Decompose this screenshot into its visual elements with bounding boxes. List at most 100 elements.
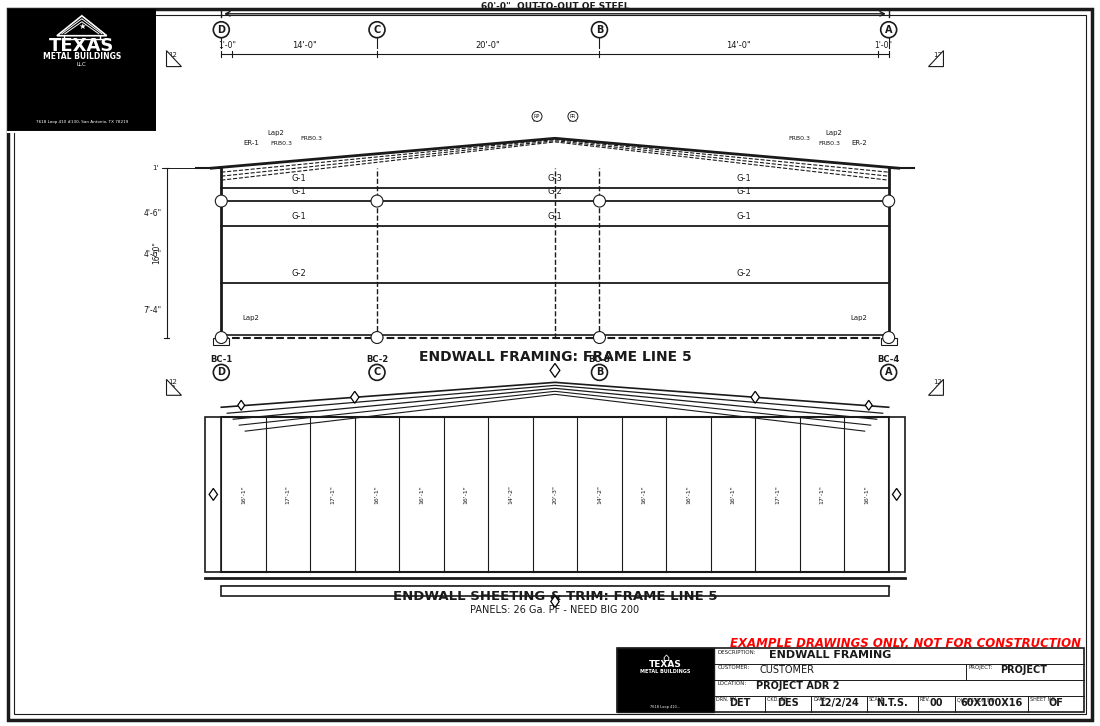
Text: PROJECT: PROJECT (1001, 665, 1047, 675)
Bar (221, 586, 889, 595)
Text: G-1: G-1 (292, 212, 307, 221)
Circle shape (592, 22, 607, 38)
Text: CUSTOMER:: CUSTOMER: (717, 665, 749, 670)
Text: METAL BUILDINGS: METAL BUILDINGS (640, 669, 691, 674)
Text: 16'-1": 16'-1" (463, 485, 469, 504)
Circle shape (213, 22, 229, 38)
Text: PROJECT ADR 2: PROJECT ADR 2 (756, 681, 839, 691)
Text: B: B (596, 25, 603, 35)
Polygon shape (550, 364, 560, 378)
Text: A: A (884, 25, 892, 35)
Text: 12: 12 (168, 380, 177, 386)
Text: 17'-1": 17'-1" (330, 485, 336, 504)
Text: METAL BUILDINGS: METAL BUILDINGS (43, 52, 121, 61)
Text: 16'-1": 16'-1" (686, 485, 691, 504)
Circle shape (882, 332, 894, 343)
Text: FRB0.3: FRB0.3 (271, 141, 293, 146)
Circle shape (882, 195, 894, 207)
Circle shape (216, 332, 228, 343)
Text: D: D (218, 25, 226, 35)
Text: G-2: G-2 (292, 269, 307, 278)
Text: 00: 00 (930, 698, 943, 708)
Text: BC-2: BC-2 (366, 356, 388, 364)
Text: PROJECT:: PROJECT: (969, 665, 993, 670)
Text: ENDWALL FRAMING: ENDWALL FRAMING (769, 650, 891, 661)
Text: ⌂: ⌂ (662, 653, 669, 664)
Text: 7618 Loop 410...: 7618 Loop 410... (650, 705, 681, 709)
Text: PR: PR (569, 118, 578, 123)
Polygon shape (166, 51, 182, 67)
Text: G-1: G-1 (292, 174, 307, 183)
Text: PANELS: 26 Ga. PF - NEED BIG 200: PANELS: 26 Ga. PF - NEED BIG 200 (471, 605, 639, 616)
Text: TEXAS: TEXAS (649, 660, 682, 669)
Text: 16'-1": 16'-1" (241, 485, 246, 504)
Text: 1'-0": 1'-0" (874, 41, 892, 49)
Text: 7618 Loop 410 #130, San Antonio, TX 78219: 7618 Loop 410 #130, San Antonio, TX 7821… (35, 121, 128, 124)
Text: FRB0.3: FRB0.3 (788, 136, 810, 141)
Text: D: D (218, 367, 226, 378)
Bar (617, 648, 714, 712)
Text: 60X100X16: 60X100X16 (960, 698, 1023, 708)
Text: 16'-1": 16'-1" (641, 485, 647, 504)
Polygon shape (238, 400, 244, 410)
Text: 60'-0"  OUT-TO-OUT OF STEEL: 60'-0" OUT-TO-OUT OF STEEL (481, 1, 629, 11)
Text: TEXAS: TEXAS (50, 37, 114, 54)
Circle shape (594, 195, 605, 207)
Text: LLC: LLC (77, 62, 87, 67)
Text: ENDWALL FRAMING: FRAME LINE 5: ENDWALL FRAMING: FRAME LINE 5 (419, 351, 692, 364)
Text: 20'-0": 20'-0" (476, 41, 501, 49)
Text: 2: 2 (170, 386, 175, 391)
Text: 16'-1": 16'-1" (374, 485, 379, 504)
Text: 2: 2 (935, 57, 939, 64)
Text: 17'-1": 17'-1" (286, 485, 290, 504)
Text: BC-4: BC-4 (878, 356, 900, 364)
Text: A: A (884, 367, 892, 378)
Text: G-1: G-1 (737, 212, 751, 221)
Text: 20'-3": 20'-3" (552, 485, 558, 504)
Text: B: B (596, 367, 603, 378)
Text: G-2: G-2 (737, 269, 751, 278)
Circle shape (368, 364, 385, 380)
Bar (206, 417, 221, 571)
Text: SCALE: SCALE (869, 697, 884, 702)
Polygon shape (866, 400, 872, 410)
Text: RP: RP (532, 118, 541, 123)
Text: 12: 12 (933, 380, 942, 386)
Text: 14'-0": 14'-0" (726, 41, 751, 49)
Text: 14'-0": 14'-0" (293, 41, 317, 49)
Text: DRN. BY: DRN. BY (716, 697, 736, 702)
Text: DES: DES (778, 698, 799, 708)
Text: CUSTOMER: CUSTOMER (759, 665, 814, 675)
Text: REV.: REV. (920, 697, 931, 702)
Circle shape (213, 364, 229, 380)
Polygon shape (928, 51, 944, 67)
Polygon shape (551, 595, 559, 608)
Text: G-1: G-1 (292, 187, 307, 196)
Text: ENDWALL SHEETING & TRIM: FRAME LINE 5: ENDWALL SHEETING & TRIM: FRAME LINE 5 (393, 590, 717, 603)
Text: 1': 1' (152, 166, 158, 171)
Text: EXAMPLE DRAWINGS ONLY, NOT FOR CONSTRUCTION: EXAMPLE DRAWINGS ONLY, NOT FOR CONSTRUCT… (730, 637, 1081, 650)
Text: OF: OF (1048, 698, 1064, 708)
Text: Lap2: Lap2 (243, 314, 260, 321)
Polygon shape (928, 380, 944, 395)
Text: G-1: G-1 (737, 187, 751, 196)
Text: ER-1: ER-1 (243, 140, 260, 146)
Text: G-3: G-3 (548, 174, 562, 183)
Text: 16'-1": 16'-1" (864, 485, 869, 504)
Text: DATE: DATE (813, 697, 826, 702)
Text: 16'-1": 16'-1" (419, 485, 424, 504)
Circle shape (371, 332, 383, 343)
Polygon shape (892, 489, 901, 500)
Circle shape (368, 22, 385, 38)
Text: ER-2: ER-2 (851, 140, 867, 146)
Polygon shape (166, 380, 182, 395)
Text: DET: DET (729, 698, 750, 708)
Text: 7'-4": 7'-4" (143, 306, 162, 314)
Text: 2: 2 (935, 386, 939, 391)
Text: 17'-1": 17'-1" (774, 485, 780, 504)
Text: 4'-6": 4'-6" (143, 250, 162, 259)
Text: Lap2: Lap2 (825, 131, 843, 136)
Text: PR: PR (570, 114, 576, 119)
Text: BC-1: BC-1 (210, 356, 232, 364)
Text: N.T.S.: N.T.S. (877, 698, 909, 708)
